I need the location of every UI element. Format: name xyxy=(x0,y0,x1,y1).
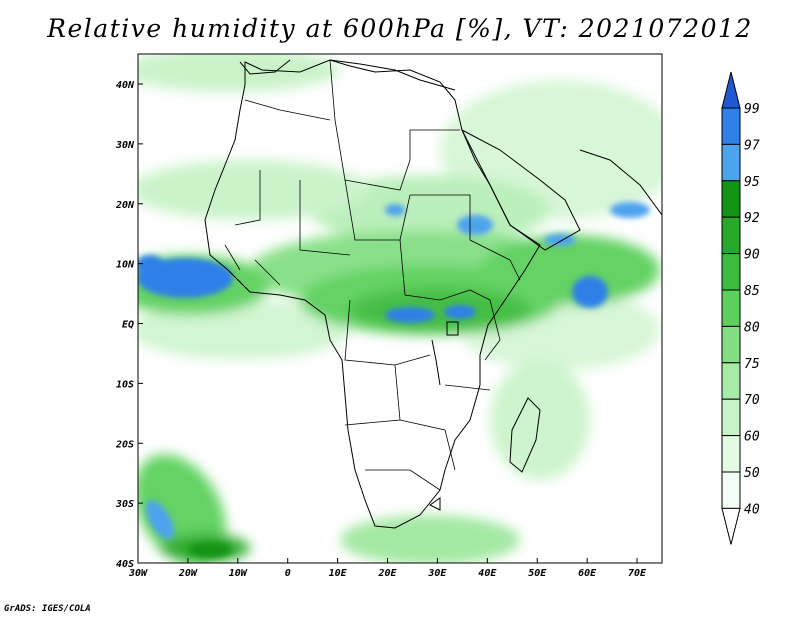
colorbar-label: 97 xyxy=(744,138,760,153)
x-tick-label: 10W xyxy=(229,568,248,579)
x-tick-label: 20W xyxy=(178,568,198,579)
colorbar-label: 80 xyxy=(744,320,760,335)
coastlines xyxy=(204,59,662,529)
colorbar-segment xyxy=(721,398,741,437)
y-tick-label: 30N xyxy=(115,140,135,151)
colorbar-segment xyxy=(721,471,741,509)
x-axis: 30W 20W 10W 0 10E 20E 30E 40E 50E 60E 70E xyxy=(128,558,647,579)
colorbar-top-arrow xyxy=(721,71,741,109)
country-borders xyxy=(224,59,521,491)
colorbar-segment xyxy=(721,216,741,255)
y-tick-label: 10S xyxy=(116,379,134,390)
x-tick-label: 20E xyxy=(377,568,397,579)
colorbar-label: 92 xyxy=(744,211,760,226)
x-tick-label: 40E xyxy=(478,568,497,579)
colorbar-label: 40 xyxy=(744,502,760,517)
x-tick-label: 30E xyxy=(427,568,447,579)
colorbar-segment xyxy=(721,180,741,218)
x-tick-label: 30W xyxy=(128,568,148,579)
colorbar-segment xyxy=(721,435,741,473)
y-tick-label: EQ xyxy=(122,320,134,331)
colorbar-segment xyxy=(721,143,741,182)
x-tick-label: 0 xyxy=(285,568,291,579)
colorbar-label: 95 xyxy=(744,175,760,190)
plot-frame xyxy=(137,53,663,564)
y-tick-label: 30S xyxy=(115,499,134,510)
colorbar-segment xyxy=(721,289,741,327)
y-tick-label: 20S xyxy=(115,439,134,450)
x-tick-label: 60E xyxy=(578,568,597,579)
colorbar-segment xyxy=(721,325,741,364)
y-tick-label: 40N xyxy=(116,80,135,91)
colorbar-label: 99 xyxy=(744,102,760,117)
colorbar-segment xyxy=(721,362,741,400)
x-tick-label: 70E xyxy=(628,568,647,579)
colorbar: 99 97 95 92 90 85 80 75 70 60 50 40 xyxy=(721,71,760,545)
y-axis: 40N 30N 20N 10N EQ 10S 20S 30S 40S xyxy=(115,80,143,570)
colorbar-segment xyxy=(721,253,741,291)
y-tick-label: 40S xyxy=(116,559,134,570)
colorbar-label: 85 xyxy=(744,284,760,299)
colorbar-label: 90 xyxy=(744,248,760,263)
y-tick-label: 10N xyxy=(116,260,135,271)
humidity-field xyxy=(138,54,662,563)
map-title: Relative humidity at 600hPa [%], VT: 202… xyxy=(47,14,753,43)
x-tick-label: 10E xyxy=(329,568,348,579)
colorbar-label: 50 xyxy=(744,466,760,481)
y-tick-label: 20N xyxy=(115,200,135,211)
colorbar-label: 70 xyxy=(744,393,760,408)
colorbar-label: 60 xyxy=(744,430,760,445)
credit-text: GrADS: IGES/COLA xyxy=(4,604,91,614)
colorbar-label: 75 xyxy=(744,357,760,372)
colorbar-bottom-arrow xyxy=(721,507,741,545)
x-tick-label: 50E xyxy=(528,568,547,579)
colorbar-segment xyxy=(721,107,741,145)
